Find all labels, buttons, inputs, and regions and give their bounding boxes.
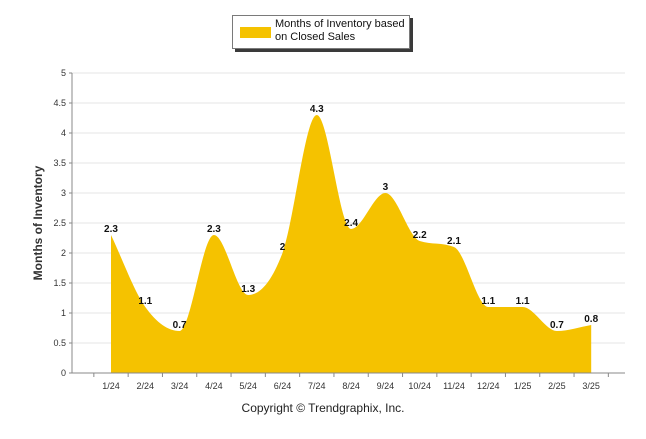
data-label: 2.3: [104, 224, 118, 235]
y-tick-label: 0: [61, 368, 66, 378]
data-label: 2.2: [413, 230, 427, 241]
data-label: 2.1: [447, 236, 461, 247]
axes: 0 0.5 1 1.5 2 2.5 3 3.5 4 4.5 5 1/24 2/24 3/24 4/24 5/2…: [53, 68, 625, 391]
legend-swatch: [240, 27, 271, 38]
y-tick-label: 4.5: [53, 98, 66, 108]
x-tick-label: 2/24: [137, 381, 155, 391]
x-tick-label: 5/24: [239, 381, 257, 391]
legend-label: Months of Inventory based on Closed Sale…: [275, 18, 405, 43]
data-label: 1.3: [241, 284, 255, 295]
y-tick-label: 3.5: [53, 158, 66, 168]
data-label: 4.3: [310, 104, 324, 115]
data-label: 2.3: [207, 224, 221, 235]
area-layer: [111, 115, 592, 373]
data-labels: 2.3 1.1 0.7 2.3 1.3 2 4.3 2.4 3 2.2 2.1 1.1 1.1 0.7 0.…: [104, 104, 599, 331]
x-tick-label: 4/24: [205, 381, 223, 391]
data-label: 1.1: [481, 296, 495, 307]
y-tick-label: 3: [61, 188, 66, 198]
gridlines: [72, 72, 625, 344]
x-tick-label: 6/24: [274, 381, 292, 391]
data-label: 0.7: [550, 320, 564, 331]
x-tick-label: 8/24: [342, 381, 360, 391]
data-label: 1.1: [516, 296, 530, 307]
y-tick-label: 5: [61, 68, 66, 78]
data-label: 2.4: [344, 218, 358, 229]
data-label: 2: [280, 242, 286, 253]
x-tick-label: 1/24: [102, 381, 120, 391]
x-tick-label: 11/24: [443, 381, 465, 391]
legend: Months of Inventory based on Closed Sale…: [232, 15, 410, 49]
x-tick-label: 12/24: [477, 381, 500, 391]
x-tick-label: 3/25: [582, 381, 600, 391]
y-tick-label: 0.5: [53, 338, 66, 348]
copyright-footer: Copyright © Trendgraphix, Inc.: [241, 401, 405, 415]
data-label: 1.1: [138, 296, 152, 307]
y-tick-label: 1.5: [53, 278, 66, 288]
x-tick-label: 9/24: [377, 381, 395, 391]
y-tick-label: 2.5: [53, 218, 66, 228]
series-area: [111, 115, 592, 373]
x-tick-label: 3/24: [171, 381, 189, 391]
x-tick-label: 2/25: [548, 381, 566, 391]
data-label: 0.8: [584, 314, 598, 325]
y-tick-label: 4: [61, 128, 66, 138]
y-axis-title: Months of Inventory: [31, 165, 45, 280]
data-label: 0.7: [173, 320, 187, 331]
x-tick-label: 1/25: [514, 381, 532, 391]
data-label: 3: [383, 182, 389, 193]
y-tick-label: 2: [61, 248, 66, 258]
x-tick-label: 7/24: [308, 381, 326, 391]
x-tick-label: 10/24: [408, 381, 431, 391]
y-tick-label: 1: [61, 308, 66, 318]
